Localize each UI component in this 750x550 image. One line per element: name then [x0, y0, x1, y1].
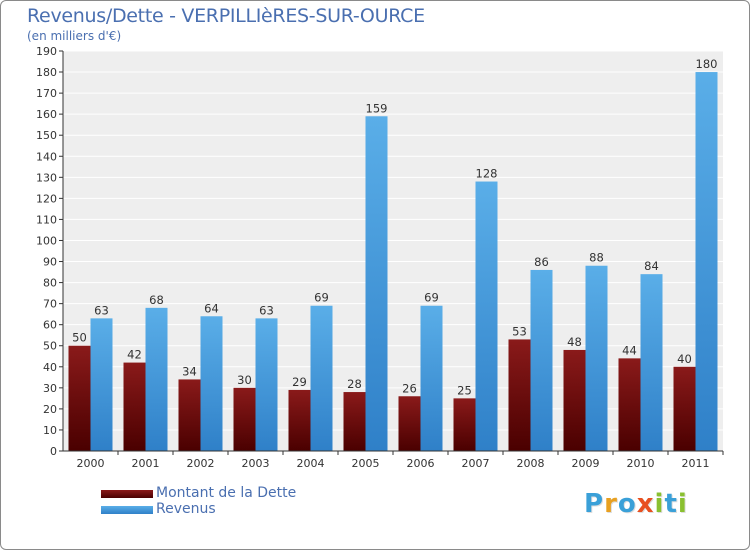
logo-letter: x — [636, 489, 655, 519]
bar-dette — [618, 358, 641, 451]
x-tick-label: 2009 — [572, 457, 600, 470]
data-label: 53 — [512, 324, 527, 338]
data-label: 69 — [314, 291, 329, 305]
bar-dette — [343, 392, 366, 451]
data-label: 84 — [644, 259, 659, 273]
x-tick-label: 2004 — [297, 457, 325, 470]
chart-title: Revenus/Dette - VERPILLIèRES-SUR-OURCE — [27, 5, 425, 27]
x-tick-label: 2010 — [627, 457, 655, 470]
data-label: 28 — [347, 377, 362, 391]
x-tick-label: 2000 — [77, 457, 105, 470]
y-tick-label: 150 — [36, 129, 57, 142]
data-label: 159 — [366, 101, 388, 115]
bar-dette — [288, 389, 311, 451]
x-tick-label: 2007 — [462, 457, 490, 470]
x-tick-label: 2005 — [352, 457, 380, 470]
bar-revenus — [695, 72, 718, 451]
logo-letter: i — [677, 489, 688, 519]
bar-revenus — [530, 269, 553, 451]
bar-revenus — [420, 305, 443, 451]
data-label: 30 — [237, 373, 252, 387]
logo-letter: o — [617, 489, 637, 519]
data-label: 50 — [72, 331, 87, 345]
data-label: 68 — [149, 293, 164, 307]
data-label: 29 — [292, 375, 307, 389]
y-tick-label: 180 — [36, 66, 57, 79]
x-tick-label: 2003 — [242, 457, 270, 470]
bar-dette — [68, 345, 91, 451]
bar-revenus — [145, 307, 168, 451]
y-tick-label: 80 — [43, 277, 57, 290]
x-tick-label: 2008 — [517, 457, 545, 470]
data-label: 25 — [457, 383, 472, 397]
bar-dette — [453, 398, 476, 451]
legend-swatch-dette — [101, 490, 153, 498]
bar-revenus — [640, 274, 663, 451]
legend-label-dette: Montant de la Dette — [156, 485, 297, 501]
data-label: 64 — [204, 301, 219, 315]
y-tick-label: 50 — [43, 340, 57, 353]
bar-dette — [178, 379, 201, 451]
plot-area — [63, 51, 723, 451]
data-label: 63 — [94, 303, 109, 317]
logo-letter: i — [654, 489, 665, 519]
logo-letter: r — [604, 489, 618, 519]
y-tick-label: 110 — [36, 213, 57, 226]
bar-dette — [563, 349, 586, 451]
y-tick-label: 70 — [43, 298, 57, 311]
data-label: 69 — [424, 291, 439, 305]
x-tick-label: 2001 — [132, 457, 160, 470]
y-tick-label: 40 — [43, 361, 57, 374]
x-tick-label: 2011 — [682, 457, 710, 470]
logo-letter: P — [584, 489, 605, 519]
data-label: 180 — [696, 57, 718, 71]
x-tick-label: 2006 — [407, 457, 435, 470]
data-label: 128 — [476, 167, 498, 181]
data-label: 88 — [589, 251, 604, 265]
y-tick-label: 190 — [36, 45, 57, 58]
y-tick-label: 100 — [36, 234, 57, 247]
y-tick-label: 120 — [36, 192, 57, 205]
data-label: 86 — [534, 255, 549, 269]
bar-dette — [398, 396, 421, 451]
y-tick-label: 20 — [43, 403, 57, 416]
bar-revenus — [365, 116, 388, 452]
bar-dette — [673, 366, 696, 451]
bar-dette — [508, 339, 531, 451]
logo-letter: t — [664, 489, 678, 519]
y-tick-label: 0 — [50, 445, 57, 458]
y-tick-label: 60 — [43, 319, 57, 332]
data-label: 40 — [677, 352, 692, 366]
bar-dette — [123, 362, 146, 451]
bar-revenus — [255, 318, 278, 451]
y-tick-label: 140 — [36, 150, 57, 163]
y-tick-label: 130 — [36, 171, 57, 184]
data-label: 42 — [127, 348, 142, 362]
chart-subtitle: (en milliers d'€) — [27, 29, 122, 43]
data-label: 48 — [567, 335, 582, 349]
data-label: 26 — [402, 381, 417, 395]
legend-swatch-revenus — [101, 506, 153, 514]
bar-revenus — [310, 305, 333, 451]
y-tick-label: 90 — [43, 256, 57, 269]
legend-label-revenus: Revenus — [156, 501, 216, 517]
bar-revenus — [90, 318, 113, 451]
x-tick-label: 2002 — [187, 457, 215, 470]
y-tick-label: 30 — [43, 382, 57, 395]
bar-revenus — [475, 181, 498, 452]
data-label: 44 — [622, 343, 637, 357]
bar-dette — [233, 387, 256, 451]
bar-revenus — [200, 316, 223, 451]
y-tick-label: 10 — [43, 424, 57, 437]
data-label: 63 — [259, 303, 274, 317]
data-label: 34 — [182, 364, 197, 378]
proxiti-logo: Proxiti — [584, 489, 688, 519]
bar-revenus — [585, 265, 608, 451]
y-tick-label: 160 — [36, 108, 57, 121]
y-tick-label: 170 — [36, 87, 57, 100]
